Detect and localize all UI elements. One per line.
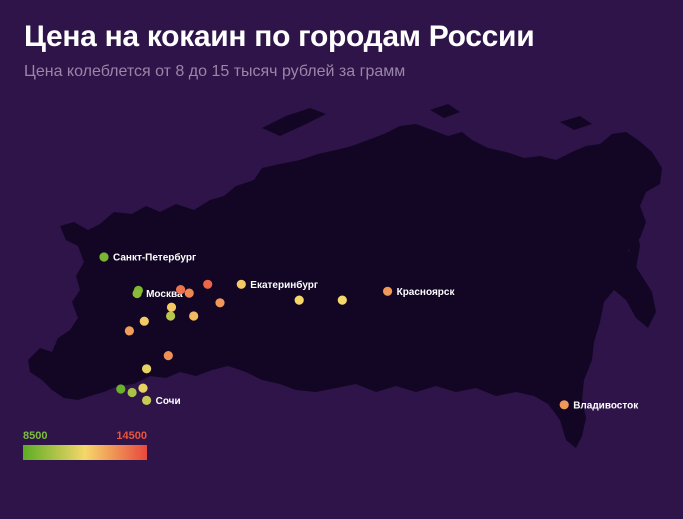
- city-marker[interactable]: [132, 288, 142, 299]
- city-marker[interactable]: [99, 252, 109, 262]
- page-subtitle: Цена колеблется от 8 до 15 тысяч рублей …: [24, 63, 406, 80]
- city-marker[interactable]: [184, 288, 194, 298]
- arctic-island: [560, 116, 592, 130]
- city-marker[interactable]: [176, 285, 186, 295]
- city-label: Екатеринбург: [250, 279, 318, 291]
- city-marker[interactable]: [142, 364, 152, 374]
- city-marker[interactable]: [138, 383, 148, 393]
- city-marker[interactable]: [337, 295, 347, 305]
- city-marker[interactable]: [127, 387, 137, 398]
- legend-gradient-bar: [23, 445, 147, 460]
- legend-max-label: 14500: [116, 430, 147, 442]
- page-title: Цена на кокаин по городам России: [24, 20, 535, 53]
- sakhalin-island: [628, 226, 640, 268]
- city-marker[interactable]: [124, 326, 134, 336]
- legend-min-label: 8500: [23, 430, 48, 442]
- city-marker[interactable]: [203, 279, 213, 289]
- city-marker[interactable]: [294, 295, 304, 305]
- city-label: Красноярск: [397, 287, 456, 298]
- city-marker[interactable]: [215, 298, 225, 308]
- city-label: Владивосток: [573, 400, 639, 411]
- arctic-island: [262, 108, 326, 136]
- city-marker[interactable]: [559, 400, 569, 410]
- city-marker[interactable]: [142, 395, 152, 405]
- city-marker[interactable]: [383, 286, 393, 296]
- city-marker[interactable]: [116, 384, 126, 394]
- city-marker[interactable]: [163, 351, 173, 361]
- city-marker[interactable]: [236, 279, 246, 289]
- city-label: Сочи: [156, 396, 181, 407]
- city-marker[interactable]: [166, 311, 176, 321]
- arctic-island: [430, 104, 460, 118]
- city-label: Санкт-Петербург: [113, 252, 196, 264]
- city-marker[interactable]: [189, 311, 199, 321]
- city-marker[interactable]: [139, 316, 149, 326]
- city-label: Москва: [146, 289, 183, 300]
- city-marker[interactable]: [166, 302, 177, 312]
- russia-landmass: [28, 124, 662, 448]
